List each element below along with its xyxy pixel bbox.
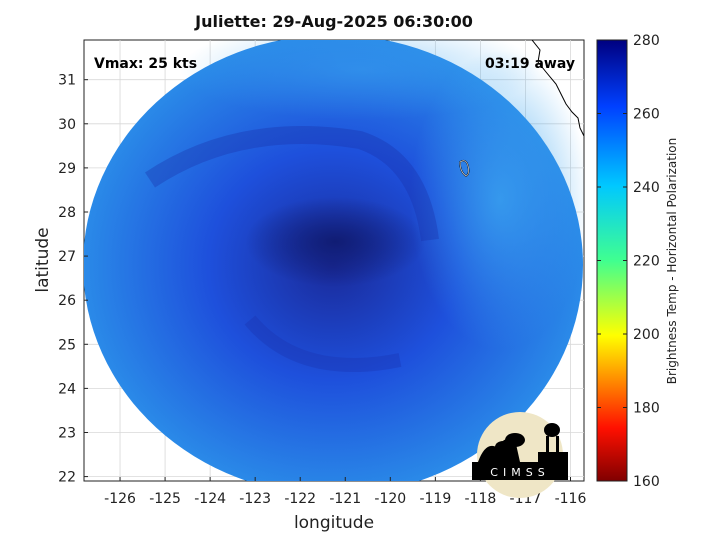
x-tick-label: -118 [465,491,497,507]
colorbar-tick-label: 200 [633,327,660,343]
swath-north-warm-region [180,40,540,120]
colorbar-tick-label: 160 [633,474,660,490]
island-outline [459,160,469,177]
storm-core [245,196,426,287]
y-axis-label: latitude [33,227,53,292]
time-away-label: 03:19 away [485,56,575,72]
rain-band [244,315,402,372]
y-tick-label: 31 [58,73,76,89]
y-tick-label: 29 [58,161,76,177]
y-tick-label: 22 [58,470,76,486]
colorbar-tick-label: 260 [633,107,660,123]
y-tick-label: 26 [58,293,76,309]
colorbar-tick-label: 280 [633,33,660,49]
y-axis-ticks: 31 30 29 28 27 26 25 24 23 22 [58,73,88,486]
x-tick-label: -126 [104,491,136,507]
x-tick-label: -121 [329,491,361,507]
colorbar-tick-label: 240 [633,180,660,196]
colorbar-label: Brightness Temp - Horizontal Polarizatio… [665,138,679,385]
y-tick-label: 30 [58,117,76,133]
cimss-logo: CIMSS [472,412,568,498]
x-tick-label: -125 [149,491,181,507]
y-tick-label: 28 [58,205,76,221]
colorbar-tick-label: 220 [633,254,660,270]
colorbar-ticks: 280 260 240 220 200 180 160 [597,33,660,490]
rain-band [145,126,439,242]
y-tick-label: 27 [58,249,76,265]
logo-text: CIMSS [490,466,549,479]
colorbar [596,39,628,482]
y-tick-label: 24 [58,381,76,397]
coastline [531,40,584,137]
swath-east-warm-region [410,50,584,350]
y-tick-label: 23 [58,425,76,441]
colorbar-tick-label: 180 [633,401,660,417]
x-tick-label: -119 [419,491,451,507]
x-tick-label: -123 [239,491,271,507]
y-tick-label: 25 [58,337,76,353]
page-title: Juliette: 29-Aug-2025 06:30:00 [195,12,473,31]
x-tick-label: -122 [284,491,316,507]
x-tick-label: -124 [194,491,226,507]
x-axis-ticks: -126 -125 -124 -123 -122 -121 -120 -119 -118 -117… [104,477,586,507]
x-tick-label: -116 [555,491,587,507]
x-tick-label: -120 [374,491,406,507]
vmax-label: Vmax: 25 kts [94,56,197,72]
x-axis-label: longitude [294,513,374,533]
